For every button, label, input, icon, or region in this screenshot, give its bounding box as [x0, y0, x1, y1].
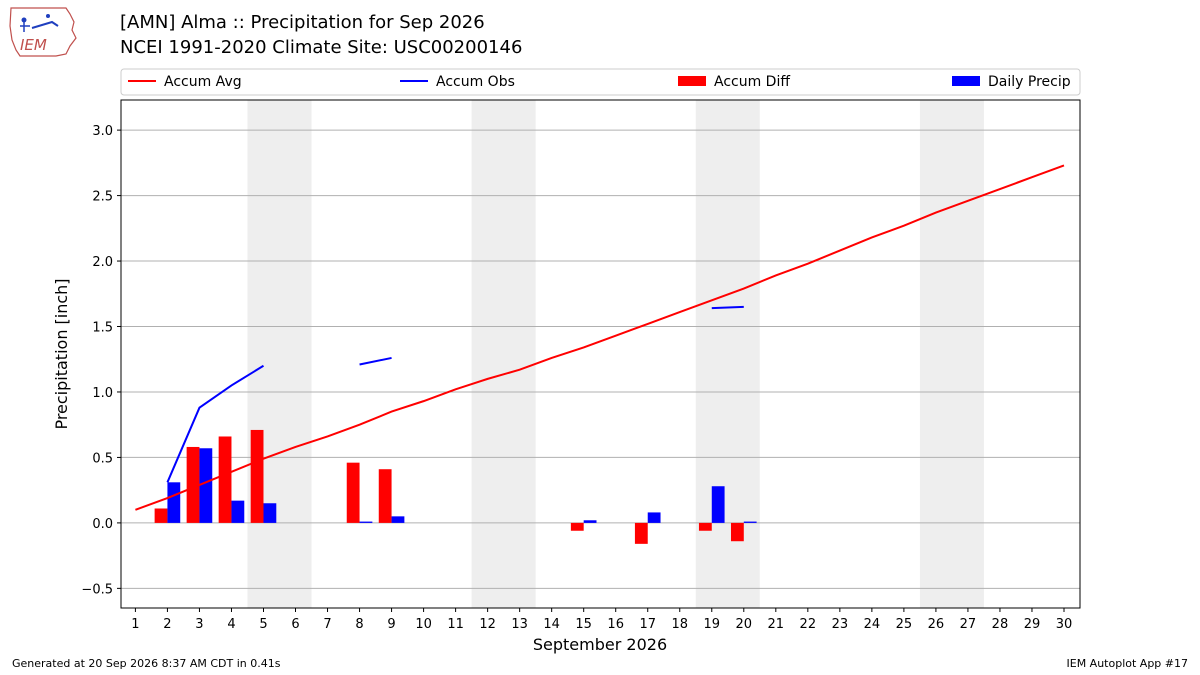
x-tick-label: 26	[928, 617, 945, 632]
x-tick-label: 7	[323, 617, 331, 632]
accum-avg-line	[135, 164, 1065, 511]
daily-precip-bar	[711, 486, 725, 523]
daily-precip-bar	[391, 516, 405, 523]
bars	[154, 429, 757, 544]
accum-diff-bar	[186, 446, 200, 523]
x-tick-label: 11	[447, 617, 464, 632]
x-tick-label: 1	[131, 617, 139, 632]
weekend-band	[919, 100, 984, 608]
accum-obs-line	[359, 356, 392, 366]
x-tick-label: 19	[703, 617, 720, 632]
x-tick-label: 8	[355, 617, 363, 632]
weekend-band	[471, 100, 536, 608]
daily-precip-bar	[583, 520, 597, 523]
accum-diff-bar	[634, 522, 648, 544]
lines	[135, 164, 1065, 511]
x-axis-label: September 2026	[533, 635, 667, 654]
accum-obs-line	[711, 305, 744, 310]
y-tick-label: 2.5	[92, 190, 113, 205]
legend-label: Accum Diff	[714, 74, 790, 90]
accum-diff-bar	[730, 522, 744, 542]
accum-diff-bar	[154, 508, 168, 523]
accum-diff-bar	[346, 462, 360, 523]
y-tick-label: 0.0	[92, 517, 113, 532]
daily-precip-bar	[199, 448, 213, 523]
accum-diff-bar	[570, 522, 584, 531]
app-credit: IEM Autoplot App #17	[1066, 657, 1189, 670]
legend-label: Accum Obs	[436, 74, 515, 90]
x-tick-label: 21	[768, 617, 785, 632]
chart-subtitle: NCEI 1991-2020 Climate Site: USC00200146	[120, 37, 523, 58]
gridlines	[121, 129, 1080, 589]
y-tick-label: 1.5	[92, 321, 113, 336]
x-tick-label: 5	[259, 617, 267, 632]
x-tick-label: 14	[543, 617, 560, 632]
x-tick-label: 4	[227, 617, 235, 632]
x-tick-label: 18	[671, 617, 688, 632]
x-tick-label: 9	[387, 617, 395, 632]
x-tick-label: 28	[992, 617, 1009, 632]
legend-swatch-bar	[952, 76, 980, 86]
weekend-band	[695, 100, 760, 608]
daily-precip-bar	[359, 521, 373, 523]
x-tick-label: 30	[1056, 617, 1073, 632]
accum-diff-bar	[378, 469, 392, 523]
daily-precip-bar	[647, 512, 661, 523]
x-tick-label: 20	[736, 617, 753, 632]
x-tick-label: 3	[195, 617, 203, 632]
weekend-band	[247, 100, 312, 608]
daily-precip-bar	[743, 521, 757, 523]
accum-diff-bar	[698, 522, 712, 531]
axis-ticks: −0.50.00.51.01.52.02.53.01 2 3 4 5 6 7 8 9 10 11 12…	[81, 124, 1072, 632]
x-tick-label: 23	[832, 617, 849, 632]
y-tick-label: −0.5	[81, 582, 113, 597]
legend-swatch-bar	[678, 76, 706, 86]
daily-precip-bar	[167, 482, 181, 523]
x-tick-label: 12	[479, 617, 496, 632]
accum-obs-line	[166, 364, 265, 483]
y-axis-label: Precipitation [inch]	[52, 278, 71, 429]
x-tick-label: 2	[163, 617, 171, 632]
x-tick-label: 29	[1024, 617, 1041, 632]
x-tick-label: 27	[960, 617, 977, 632]
x-tick-label: 25	[896, 617, 913, 632]
legend-frame	[120, 68, 1081, 96]
weekend-shading	[247, 100, 984, 608]
x-tick-label: 22	[800, 617, 817, 632]
x-tick-label: 6	[291, 617, 299, 632]
x-tick-label: 17	[639, 617, 656, 632]
y-tick-label: 0.5	[92, 451, 113, 466]
legend-label: Accum Avg	[164, 74, 242, 90]
accum-diff-bar	[250, 429, 264, 523]
generated-timestamp: Generated at 20 Sep 2026 8:37 AM CDT in …	[12, 657, 281, 670]
x-tick-label: 10	[415, 617, 432, 632]
daily-precip-bar	[231, 500, 245, 523]
x-tick-label: 16	[607, 617, 624, 632]
chart-title: [AMN] Alma :: Precipitation for Sep 2026	[120, 12, 485, 33]
iem-logo: IEM	[9, 7, 77, 57]
x-tick-label: 15	[575, 617, 592, 632]
svg-text:IEM: IEM	[20, 36, 47, 54]
daily-precip-bar	[263, 503, 277, 523]
accum-diff-bar	[218, 436, 232, 523]
legend-label: Daily Precip	[988, 74, 1071, 90]
x-tick-label: 24	[864, 617, 881, 632]
x-tick-label: 13	[511, 617, 528, 632]
y-tick-label: 1.0	[92, 386, 113, 401]
legend: Accum Avg Accum Obs Accum Diff Daily Precip	[120, 68, 1081, 96]
y-tick-label: 2.0	[92, 255, 113, 270]
y-tick-label: 3.0	[92, 124, 113, 139]
plot-frame	[120, 99, 1081, 609]
